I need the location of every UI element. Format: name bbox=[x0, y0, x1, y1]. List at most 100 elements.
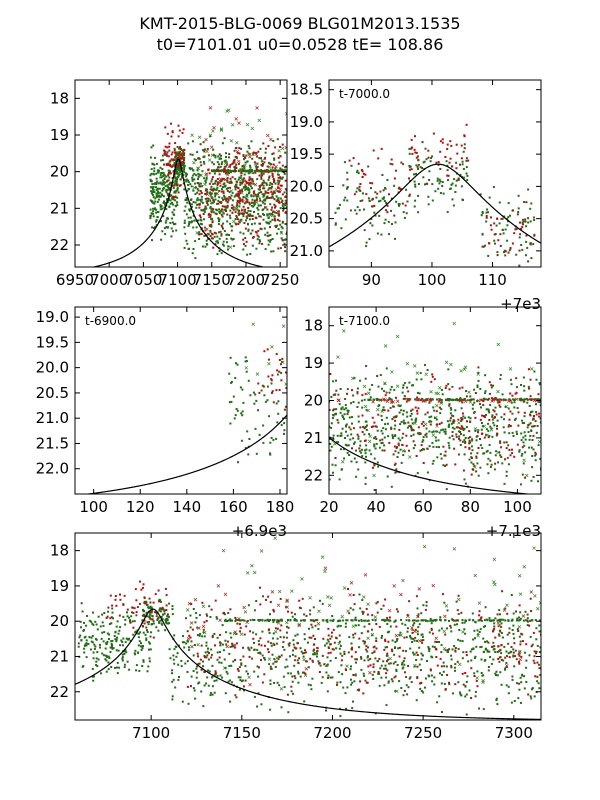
data-point bbox=[402, 409, 405, 412]
data-point bbox=[174, 176, 177, 179]
data-point bbox=[398, 634, 401, 637]
data-point bbox=[150, 618, 153, 621]
data-point bbox=[274, 206, 276, 209]
data-point bbox=[524, 218, 527, 221]
data-point bbox=[484, 244, 486, 247]
data-point bbox=[279, 207, 282, 210]
data-point bbox=[244, 170, 247, 172]
data-point bbox=[323, 663, 326, 666]
data-point bbox=[194, 257, 197, 260]
data-point bbox=[253, 648, 256, 651]
data-point bbox=[451, 618, 454, 621]
data-point bbox=[303, 619, 306, 622]
data-point-cross bbox=[522, 458, 526, 462]
data-point-cross bbox=[412, 364, 417, 368]
data-point bbox=[523, 385, 526, 388]
data-point bbox=[200, 198, 203, 201]
data-point bbox=[402, 649, 405, 652]
data-point bbox=[229, 679, 231, 682]
data-point bbox=[173, 648, 176, 651]
data-point bbox=[267, 179, 270, 182]
data-point bbox=[149, 178, 152, 181]
data-point bbox=[153, 208, 156, 211]
data-point bbox=[258, 391, 261, 394]
data-point bbox=[446, 148, 449, 150]
data-point bbox=[454, 409, 457, 412]
data-point bbox=[266, 196, 269, 199]
data-point bbox=[489, 425, 492, 428]
data-point bbox=[441, 138, 444, 141]
data-point bbox=[218, 661, 221, 664]
data-point bbox=[533, 219, 536, 221]
data-point bbox=[476, 629, 479, 632]
data-point bbox=[506, 239, 509, 242]
data-point bbox=[244, 679, 247, 682]
data-point bbox=[393, 388, 396, 391]
data-point bbox=[359, 183, 362, 185]
data-point bbox=[186, 660, 189, 663]
data-point bbox=[278, 179, 281, 182]
data-point bbox=[269, 181, 272, 184]
data-point bbox=[250, 201, 253, 204]
data-point bbox=[526, 617, 529, 620]
data-point bbox=[478, 610, 481, 613]
data-point bbox=[379, 374, 382, 376]
figure-title-line-1: KMT-2015-BLG-0069 BLG01M2013.1535 bbox=[139, 14, 461, 33]
zoom-6900-xtick-label: 180 bbox=[266, 498, 295, 516]
data-point bbox=[538, 412, 541, 415]
data-point bbox=[497, 645, 500, 648]
data-point bbox=[213, 691, 216, 694]
data-point bbox=[152, 196, 155, 199]
data-point bbox=[242, 655, 245, 658]
data-point bbox=[101, 613, 104, 616]
data-point bbox=[231, 204, 234, 207]
data-point bbox=[163, 177, 166, 180]
data-point bbox=[332, 380, 335, 383]
data-point bbox=[152, 622, 155, 625]
data-point bbox=[345, 430, 347, 433]
data-point bbox=[241, 182, 243, 185]
data-point-cross bbox=[270, 191, 275, 195]
data-point bbox=[373, 437, 376, 440]
data-point-cross bbox=[405, 362, 410, 366]
data-point bbox=[237, 669, 240, 672]
data-point bbox=[449, 407, 452, 409]
data-point bbox=[105, 617, 108, 619]
data-point bbox=[185, 213, 188, 216]
data-point bbox=[417, 619, 420, 622]
data-point bbox=[467, 159, 470, 162]
data-point bbox=[150, 631, 153, 634]
data-point bbox=[189, 153, 192, 156]
data-point bbox=[194, 201, 197, 204]
data-point bbox=[208, 213, 210, 216]
data-point bbox=[292, 643, 295, 646]
data-point bbox=[504, 667, 507, 670]
data-point bbox=[537, 444, 540, 447]
data-point bbox=[123, 653, 126, 655]
data-point bbox=[173, 162, 176, 164]
data-point bbox=[182, 173, 185, 176]
data-point bbox=[518, 450, 521, 453]
data-point bbox=[380, 664, 383, 667]
data-point bbox=[539, 421, 541, 424]
data-point bbox=[438, 446, 440, 449]
data-point bbox=[351, 707, 354, 710]
data-point bbox=[458, 437, 460, 440]
data-point bbox=[296, 642, 299, 645]
data-point bbox=[223, 208, 226, 211]
data-point bbox=[146, 615, 149, 618]
data-point bbox=[269, 708, 272, 711]
zoom-7100-ytick-label: 18 bbox=[304, 317, 323, 335]
data-point bbox=[520, 384, 522, 386]
data-point bbox=[176, 196, 179, 199]
data-point bbox=[102, 640, 105, 643]
data-point bbox=[388, 616, 391, 619]
data-point bbox=[177, 135, 180, 138]
data-point bbox=[209, 225, 212, 227]
data-point bbox=[360, 620, 363, 622]
data-point bbox=[535, 638, 538, 641]
data-point bbox=[149, 217, 152, 220]
data-point-cross bbox=[363, 404, 368, 409]
data-point bbox=[462, 168, 465, 170]
data-point bbox=[441, 393, 444, 396]
